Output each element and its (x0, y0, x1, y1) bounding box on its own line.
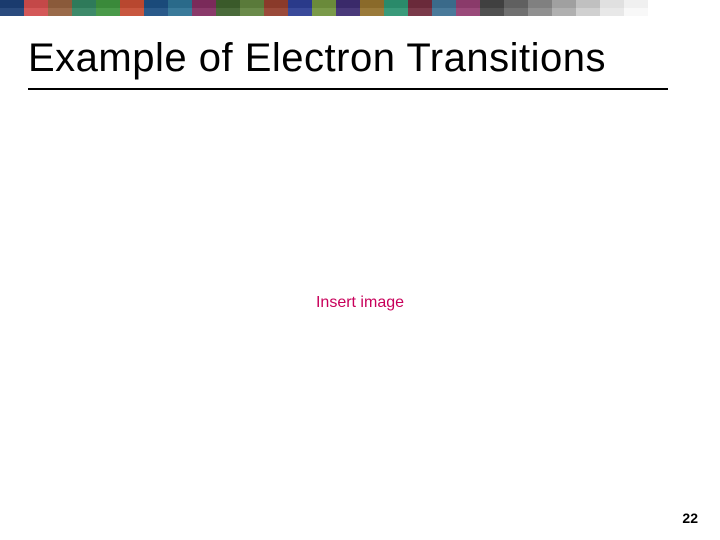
color-segment (144, 0, 168, 8)
color-row-bottom (0, 8, 720, 16)
color-segment (264, 8, 288, 16)
color-segment (456, 0, 480, 8)
color-segment (24, 0, 48, 8)
page-number: 22 (682, 510, 698, 526)
color-segment (72, 0, 96, 8)
color-segment (0, 8, 24, 16)
color-segment (288, 8, 312, 16)
color-segment (480, 0, 504, 8)
color-segment (216, 8, 240, 16)
color-segment (48, 8, 72, 16)
color-segment (336, 0, 360, 8)
color-segment (384, 8, 408, 16)
color-segment (360, 8, 384, 16)
color-segment (408, 8, 432, 16)
color-segment (264, 0, 288, 8)
color-segment (168, 0, 192, 8)
color-segment (48, 0, 72, 8)
color-segment (432, 0, 456, 8)
color-segment (0, 0, 24, 8)
color-segment (288, 0, 312, 8)
color-segment (480, 8, 504, 16)
color-segment (24, 8, 48, 16)
color-segment (696, 0, 720, 8)
color-segment (456, 8, 480, 16)
color-segment (192, 8, 216, 16)
color-segment (624, 8, 648, 16)
color-segment (672, 0, 696, 8)
color-segment (648, 0, 672, 8)
color-row-top (0, 0, 720, 8)
color-segment (360, 0, 384, 8)
color-segment (336, 8, 360, 16)
color-segment (528, 8, 552, 16)
color-segment (528, 0, 552, 8)
color-segment (576, 0, 600, 8)
color-segment (552, 0, 576, 8)
color-segment (624, 0, 648, 8)
color-segment (96, 8, 120, 16)
color-segment (240, 0, 264, 8)
color-segment (432, 8, 456, 16)
color-segment (240, 8, 264, 16)
color-segment (216, 0, 240, 8)
color-segment (312, 0, 336, 8)
color-segment (696, 8, 720, 16)
slide-title: Example of Electron Transitions (28, 36, 606, 81)
color-segment (504, 8, 528, 16)
color-segment (600, 0, 624, 8)
color-segment (312, 8, 336, 16)
title-underline (28, 88, 668, 90)
color-segment (168, 8, 192, 16)
spectral-color-bar (0, 0, 720, 16)
color-segment (384, 0, 408, 8)
color-segment (120, 0, 144, 8)
color-segment (648, 8, 672, 16)
color-segment (504, 0, 528, 8)
insert-image-placeholder: Insert image (0, 294, 720, 312)
color-segment (96, 0, 120, 8)
color-segment (192, 0, 216, 8)
color-segment (408, 0, 432, 8)
color-segment (552, 8, 576, 16)
color-segment (72, 8, 96, 16)
color-segment (672, 8, 696, 16)
color-segment (120, 8, 144, 16)
color-segment (576, 8, 600, 16)
color-segment (600, 8, 624, 16)
color-segment (144, 8, 168, 16)
